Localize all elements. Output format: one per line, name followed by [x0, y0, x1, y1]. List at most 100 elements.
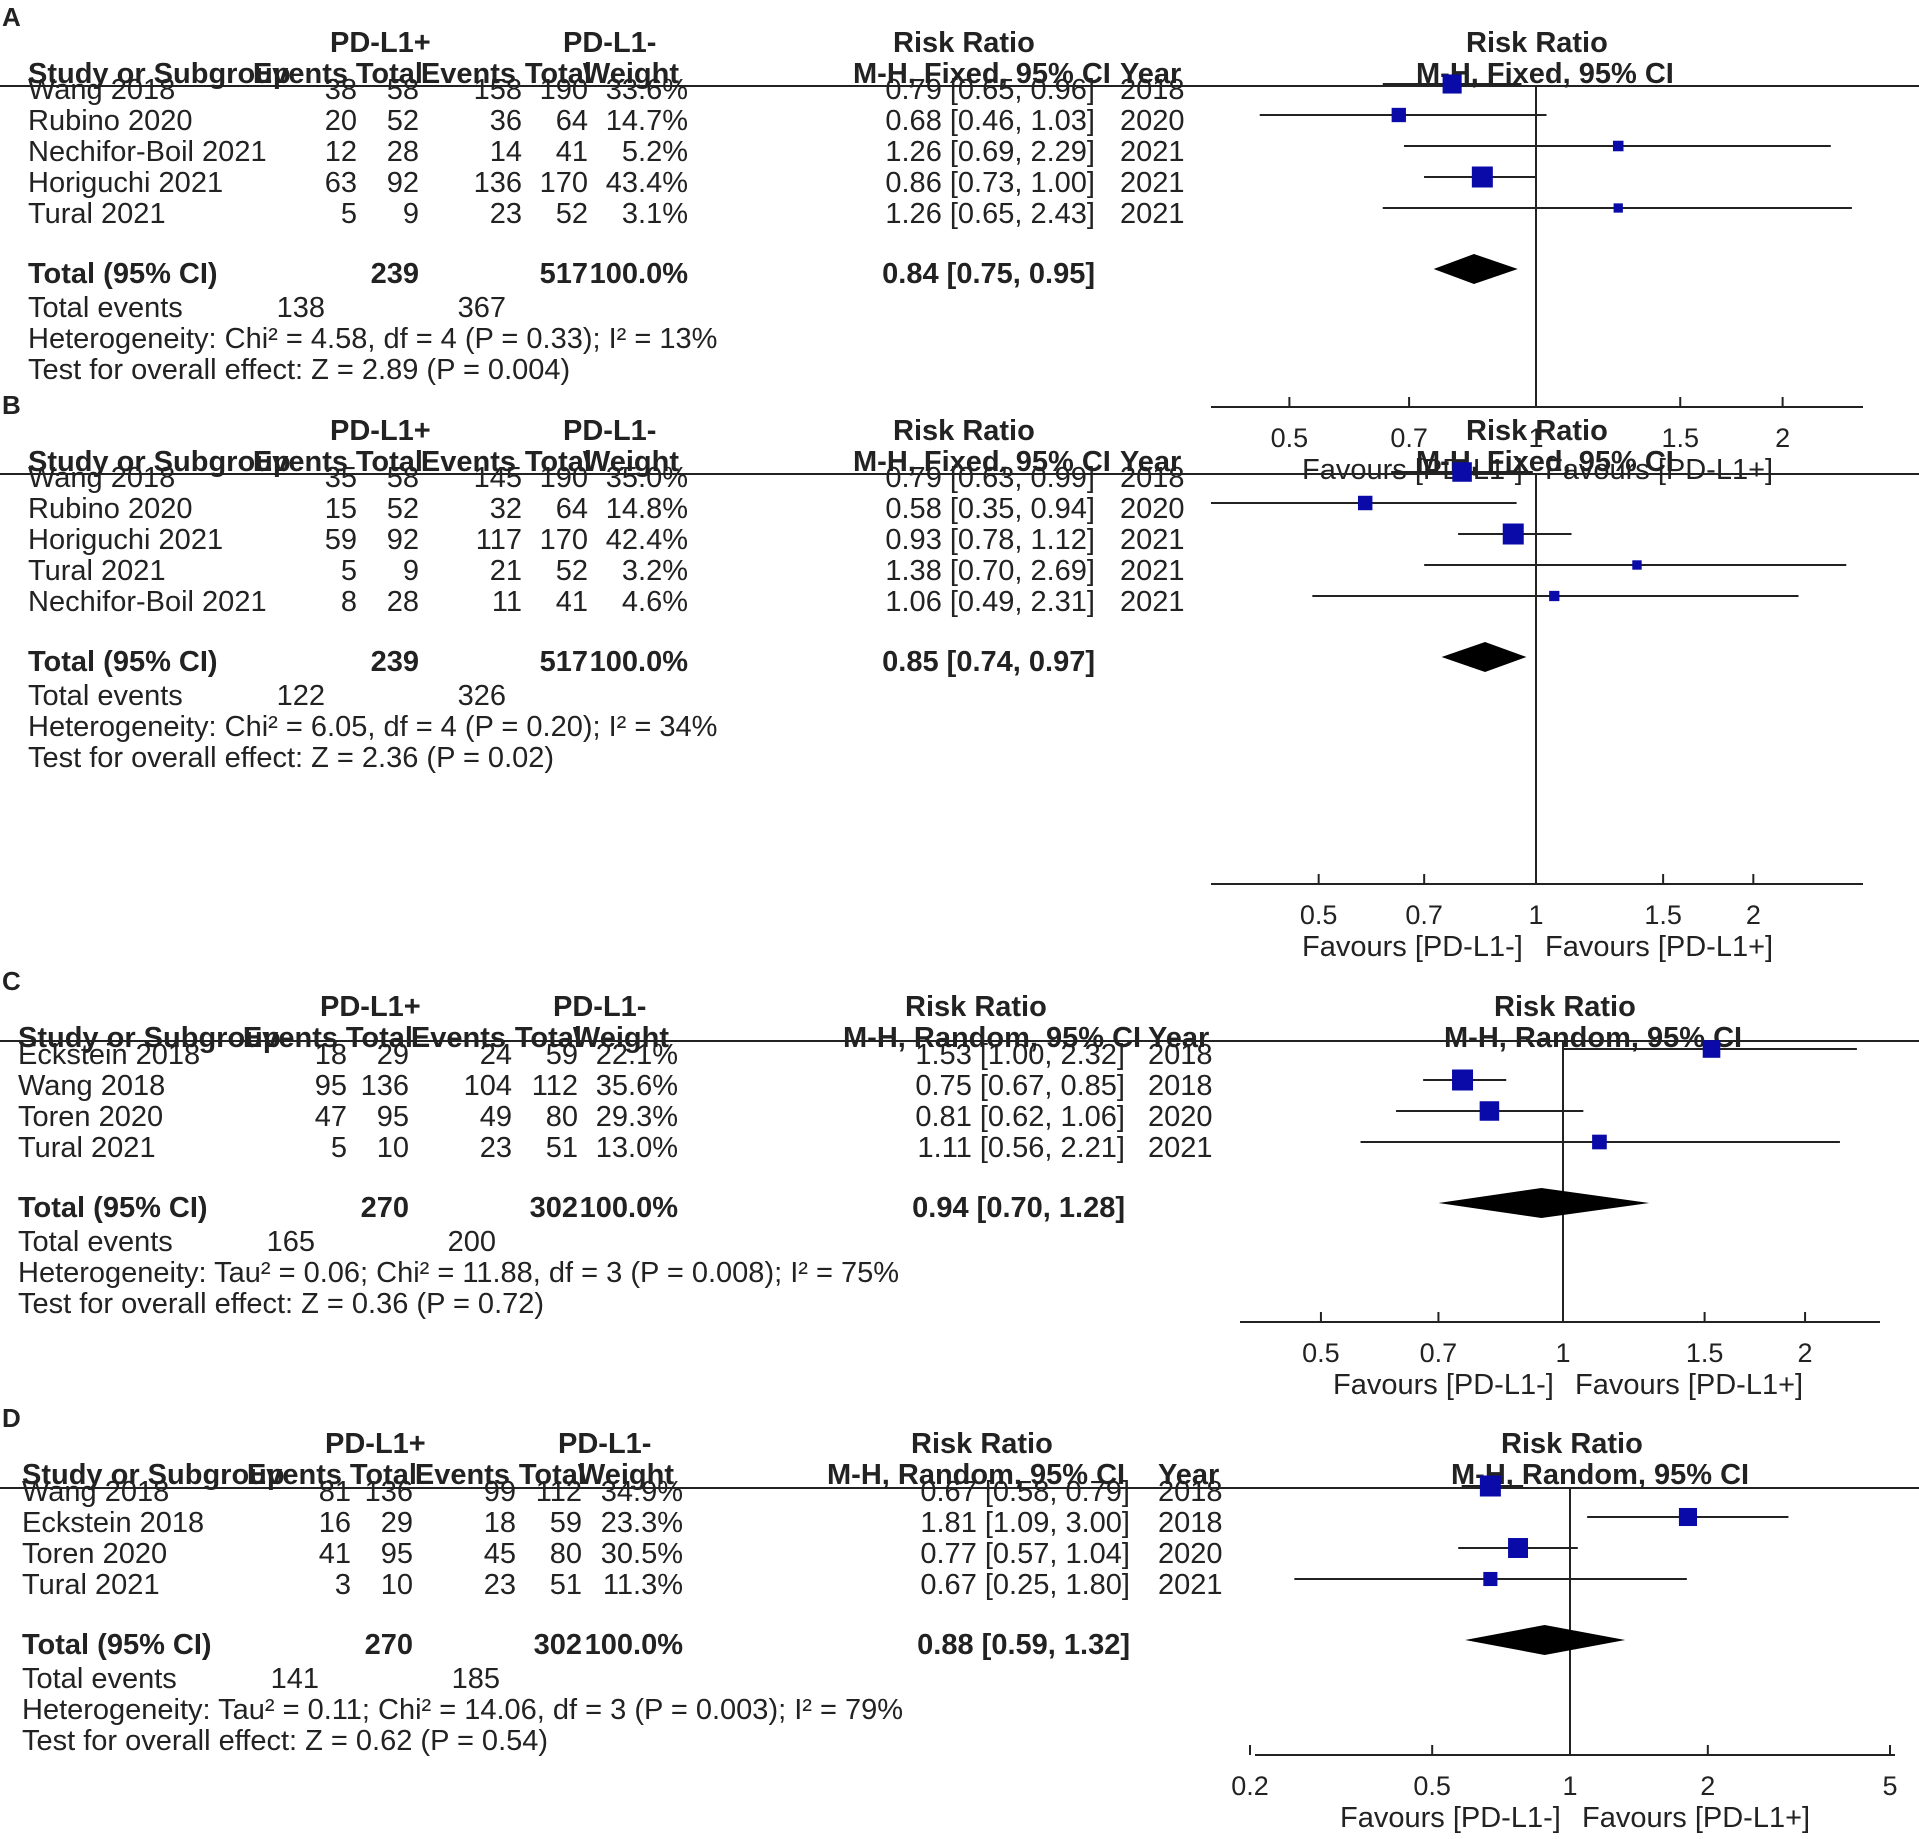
- year: 2021: [1148, 1132, 1213, 1164]
- total-group1: 28: [386, 136, 419, 168]
- total-group1: 92: [386, 167, 419, 199]
- study-name: Nechifor-Boil 2021: [28, 586, 267, 618]
- heterogeneity-text: Heterogeneity: Tau² = 0.06; Chi² = 11.88…: [18, 1257, 900, 1289]
- weight: 14.8%: [605, 493, 688, 525]
- events-group2: 24: [479, 1039, 512, 1071]
- x-tick-label: 0.7: [1420, 1338, 1458, 1368]
- risk-ratio-ci: 1.06 [0.49, 2.31]: [885, 586, 1095, 618]
- total-group2: 190: [539, 462, 588, 494]
- total-ci: 0.94 [0.70, 1.28]: [912, 1192, 1125, 1224]
- events-group2: 14: [489, 136, 522, 168]
- header-events-group2: Events: [414, 1459, 510, 1491]
- group2-label: PD-L1-: [563, 27, 657, 59]
- total-label: Total (95% CI): [18, 1192, 208, 1224]
- total-group1: 58: [386, 462, 419, 494]
- study-name: Tural 2021: [28, 555, 166, 587]
- x-tick-label: 2: [1775, 423, 1790, 453]
- header-method: M-H, Random, 95% CI: [827, 1459, 1126, 1491]
- total-weight: 100.0%: [584, 1629, 683, 1661]
- header-rule: [0, 1040, 1919, 1042]
- year: 2021: [1120, 555, 1185, 587]
- events-group1: 63: [324, 167, 357, 199]
- total-group1: 58: [386, 74, 419, 106]
- total-group2: 112: [531, 1070, 578, 1102]
- weight: 4.6%: [621, 586, 688, 618]
- year: 2018: [1148, 1039, 1213, 1071]
- total-weight: 100.0%: [579, 1192, 678, 1224]
- risk-ratio-ci: 0.58 [0.35, 0.94]: [885, 493, 1095, 525]
- favours-right-label: Favours [PD-L1+]: [1545, 454, 1774, 486]
- total-group1: 29: [380, 1507, 413, 1539]
- total-n-group1: 239: [370, 646, 419, 678]
- year: 2018: [1120, 462, 1185, 494]
- total-group1: 9: [402, 198, 419, 230]
- overall-effect-text: Test for overall effect: Z = 2.36 (P = 0…: [28, 742, 555, 774]
- study-name: Horiguchi 2021: [28, 167, 224, 199]
- header-events-group2: Events: [410, 1022, 506, 1054]
- x-tick-label: 2: [1798, 1338, 1813, 1368]
- total-ci: 0.85 [0.74, 0.97]: [882, 646, 1095, 678]
- favours-left-label: Favours [PD-L1-]: [1302, 931, 1523, 963]
- year: 2020: [1120, 105, 1185, 137]
- total-group2: 64: [555, 493, 588, 525]
- total-group2: 51: [549, 1569, 582, 1601]
- events-group2: 49: [479, 1101, 512, 1133]
- x-tick-label: 0.5: [1271, 423, 1309, 453]
- header-total-group2: Total: [524, 58, 592, 90]
- total-events-group2: 185: [451, 1663, 500, 1695]
- risk-ratio-ci: 1.38 [0.70, 2.69]: [885, 555, 1095, 587]
- total-n-group1: 270: [364, 1629, 413, 1661]
- header-year: Year: [1158, 1459, 1220, 1491]
- study-name: Wang 2018: [22, 1476, 170, 1508]
- events-group1: 59: [324, 524, 357, 556]
- total-group1: 52: [386, 493, 419, 525]
- weight: 35.6%: [595, 1070, 678, 1102]
- risk-ratio-ci: 1.26 [0.65, 2.43]: [885, 198, 1095, 230]
- events-group2: 158: [473, 74, 522, 106]
- study-name: Rubino 2020: [28, 493, 193, 525]
- header-year: Year: [1148, 1022, 1210, 1054]
- total-group1: 9: [402, 555, 419, 587]
- risk-ratio-ci: 0.67 [0.25, 1.80]: [920, 1569, 1130, 1601]
- point-estimate-marker: [1479, 1475, 1501, 1497]
- total-weight: 100.0%: [589, 646, 688, 678]
- pooled-estimate-diamond: [1441, 642, 1527, 672]
- events-group2: 21: [489, 555, 522, 587]
- plot-effect-label: Risk Ratio: [1501, 1428, 1643, 1460]
- events-group1: 38: [324, 74, 357, 106]
- header-events-group2: Events: [420, 58, 516, 90]
- total-label: Total (95% CI): [22, 1629, 212, 1661]
- pooled-estimate-diamond: [1433, 254, 1518, 284]
- risk-ratio-ci: 0.79 [0.63, 0.99]: [885, 462, 1095, 494]
- effect-label: Risk Ratio: [911, 1428, 1053, 1460]
- x-tick-label: 2: [1746, 900, 1761, 930]
- total-group2: 41: [555, 136, 588, 168]
- header-study: Study or Subgroup: [22, 1459, 285, 1491]
- events-group1: 3: [334, 1569, 351, 1601]
- total-group1: 28: [386, 586, 419, 618]
- total-group1: 136: [364, 1476, 413, 1508]
- panel-label: D: [2, 1403, 21, 1433]
- total-n-group1: 239: [370, 258, 419, 290]
- header-year: Year: [1120, 446, 1182, 478]
- total-group1: 10: [380, 1569, 413, 1601]
- events-group2: 136: [473, 167, 522, 199]
- x-tick-label: 1.5: [1686, 1338, 1724, 1368]
- risk-ratio-ci: 1.81 [1.09, 3.00]: [920, 1507, 1130, 1539]
- events-group1: 8: [340, 586, 357, 618]
- total-group1: 52: [386, 105, 419, 137]
- plot-effect-label: Risk Ratio: [1466, 27, 1608, 59]
- study-name: Wang 2018: [18, 1070, 166, 1102]
- events-group1: 47: [314, 1101, 347, 1133]
- total-group1: 95: [376, 1101, 409, 1133]
- risk-ratio-ci: 1.26 [0.69, 2.29]: [885, 136, 1095, 168]
- heterogeneity-text: Heterogeneity: Chi² = 4.58, df = 4 (P = …: [28, 323, 718, 355]
- total-ci: 0.84 [0.75, 0.95]: [882, 258, 1095, 290]
- point-estimate-marker: [1471, 166, 1493, 188]
- header-total-group1: Total: [355, 58, 423, 90]
- events-group1: 16: [318, 1507, 351, 1539]
- year: 2021: [1120, 136, 1185, 168]
- events-group1: 18: [314, 1039, 347, 1071]
- x-tick-label: 2: [1700, 1771, 1715, 1801]
